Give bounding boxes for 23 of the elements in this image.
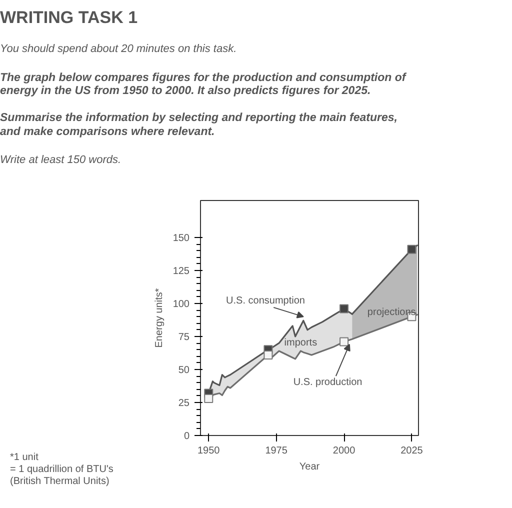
y-tick-label: 150	[172, 232, 190, 244]
annotation: projections	[367, 307, 416, 318]
y-tick-label: 100	[172, 298, 190, 310]
text: The graph below compares figures for the production and consumption of energy in the US from 1950 to 2000. It also predicts figures for 2025.	[0, 72, 406, 98]
text: *1 unit = 1 quadrillion of BTU's (British Thermal Units)	[10, 452, 114, 488]
annotation: imports	[284, 338, 318, 349]
text: Write at least 150 words.	[0, 152, 122, 168]
text: Summarise the information by selecting and reporting the main features, and make comparisons where relevant.	[0, 112, 398, 139]
y-tick-label: 75	[178, 332, 190, 343]
y-tick-label: 0	[184, 431, 190, 442]
x-tick-label: 1975	[265, 446, 288, 456]
x-tick-label: 1950	[198, 446, 220, 456]
annotation: U.S. production	[293, 377, 362, 388]
chart-title: WRITING TASK 1	[0, 7, 138, 29]
y-axis-title: Energy units*	[154, 288, 165, 348]
x-axis-title: Year	[299, 462, 320, 472]
annotation: U.S. consumption	[226, 295, 305, 306]
y-tick-label: 50	[178, 364, 190, 376]
x-tick-label: 2000	[332, 446, 356, 456]
chart-subtitle: You should spend about 20 minutes on this task.	[0, 42, 237, 58]
x-tick-label: 2025	[400, 446, 424, 456]
y-tick-label: 25	[178, 398, 190, 409]
y-tick-label: 125	[172, 266, 190, 277]
